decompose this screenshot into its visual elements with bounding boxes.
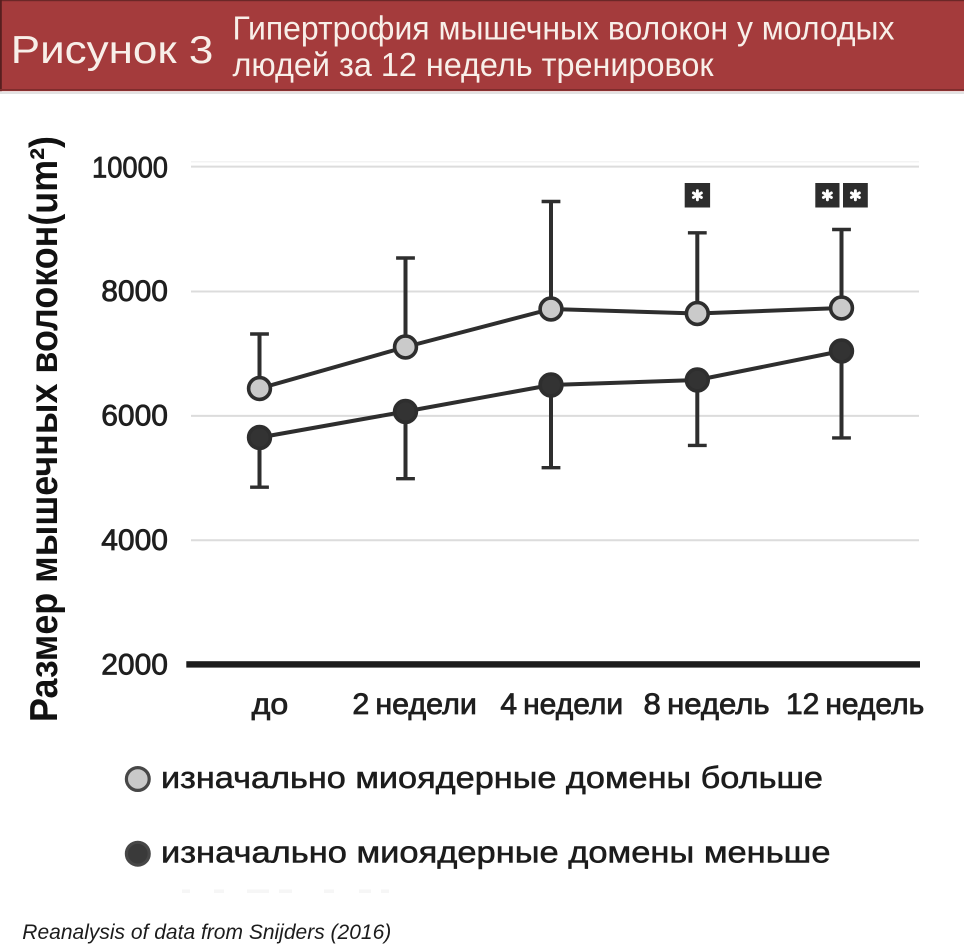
- svg-text:людей за 12 недель тренировок: людей за 12 недель тренировок: [233, 46, 715, 83]
- svg-text:6000: 6000: [101, 400, 168, 433]
- svg-text:10000: 10000: [92, 151, 168, 184]
- svg-text:изначально миоядерные домены б: изначально миоядерные домены больше: [161, 760, 823, 795]
- svg-text:Рисунок 3: Рисунок 3: [11, 29, 214, 72]
- svg-text:2 недели: 2 недели: [352, 688, 477, 721]
- svg-text:8 недель: 8 недель: [644, 688, 770, 721]
- svg-text:2000: 2000: [101, 648, 168, 681]
- svg-text:Гипертрофия мышечных волокон у: Гипертрофия мышечных волокон у молодых: [233, 10, 895, 47]
- svg-text:Reanalysis of data from Snijde: Reanalysis of data from Snijders (2016): [22, 920, 391, 944]
- svg-text:8000: 8000: [101, 275, 168, 308]
- svg-text:изначально миоядерные домены м: изначально миоядерные домены меньше: [161, 835, 831, 870]
- svg-text:12 недель: 12 недель: [786, 688, 924, 721]
- svg-text:до: до: [252, 688, 289, 721]
- svg-text:Размер мышечных волокон(um²): Размер мышечных волокон(um²): [23, 136, 66, 722]
- svg-text:4000: 4000: [101, 524, 168, 557]
- svg-text:4 недели: 4 недели: [500, 688, 623, 721]
